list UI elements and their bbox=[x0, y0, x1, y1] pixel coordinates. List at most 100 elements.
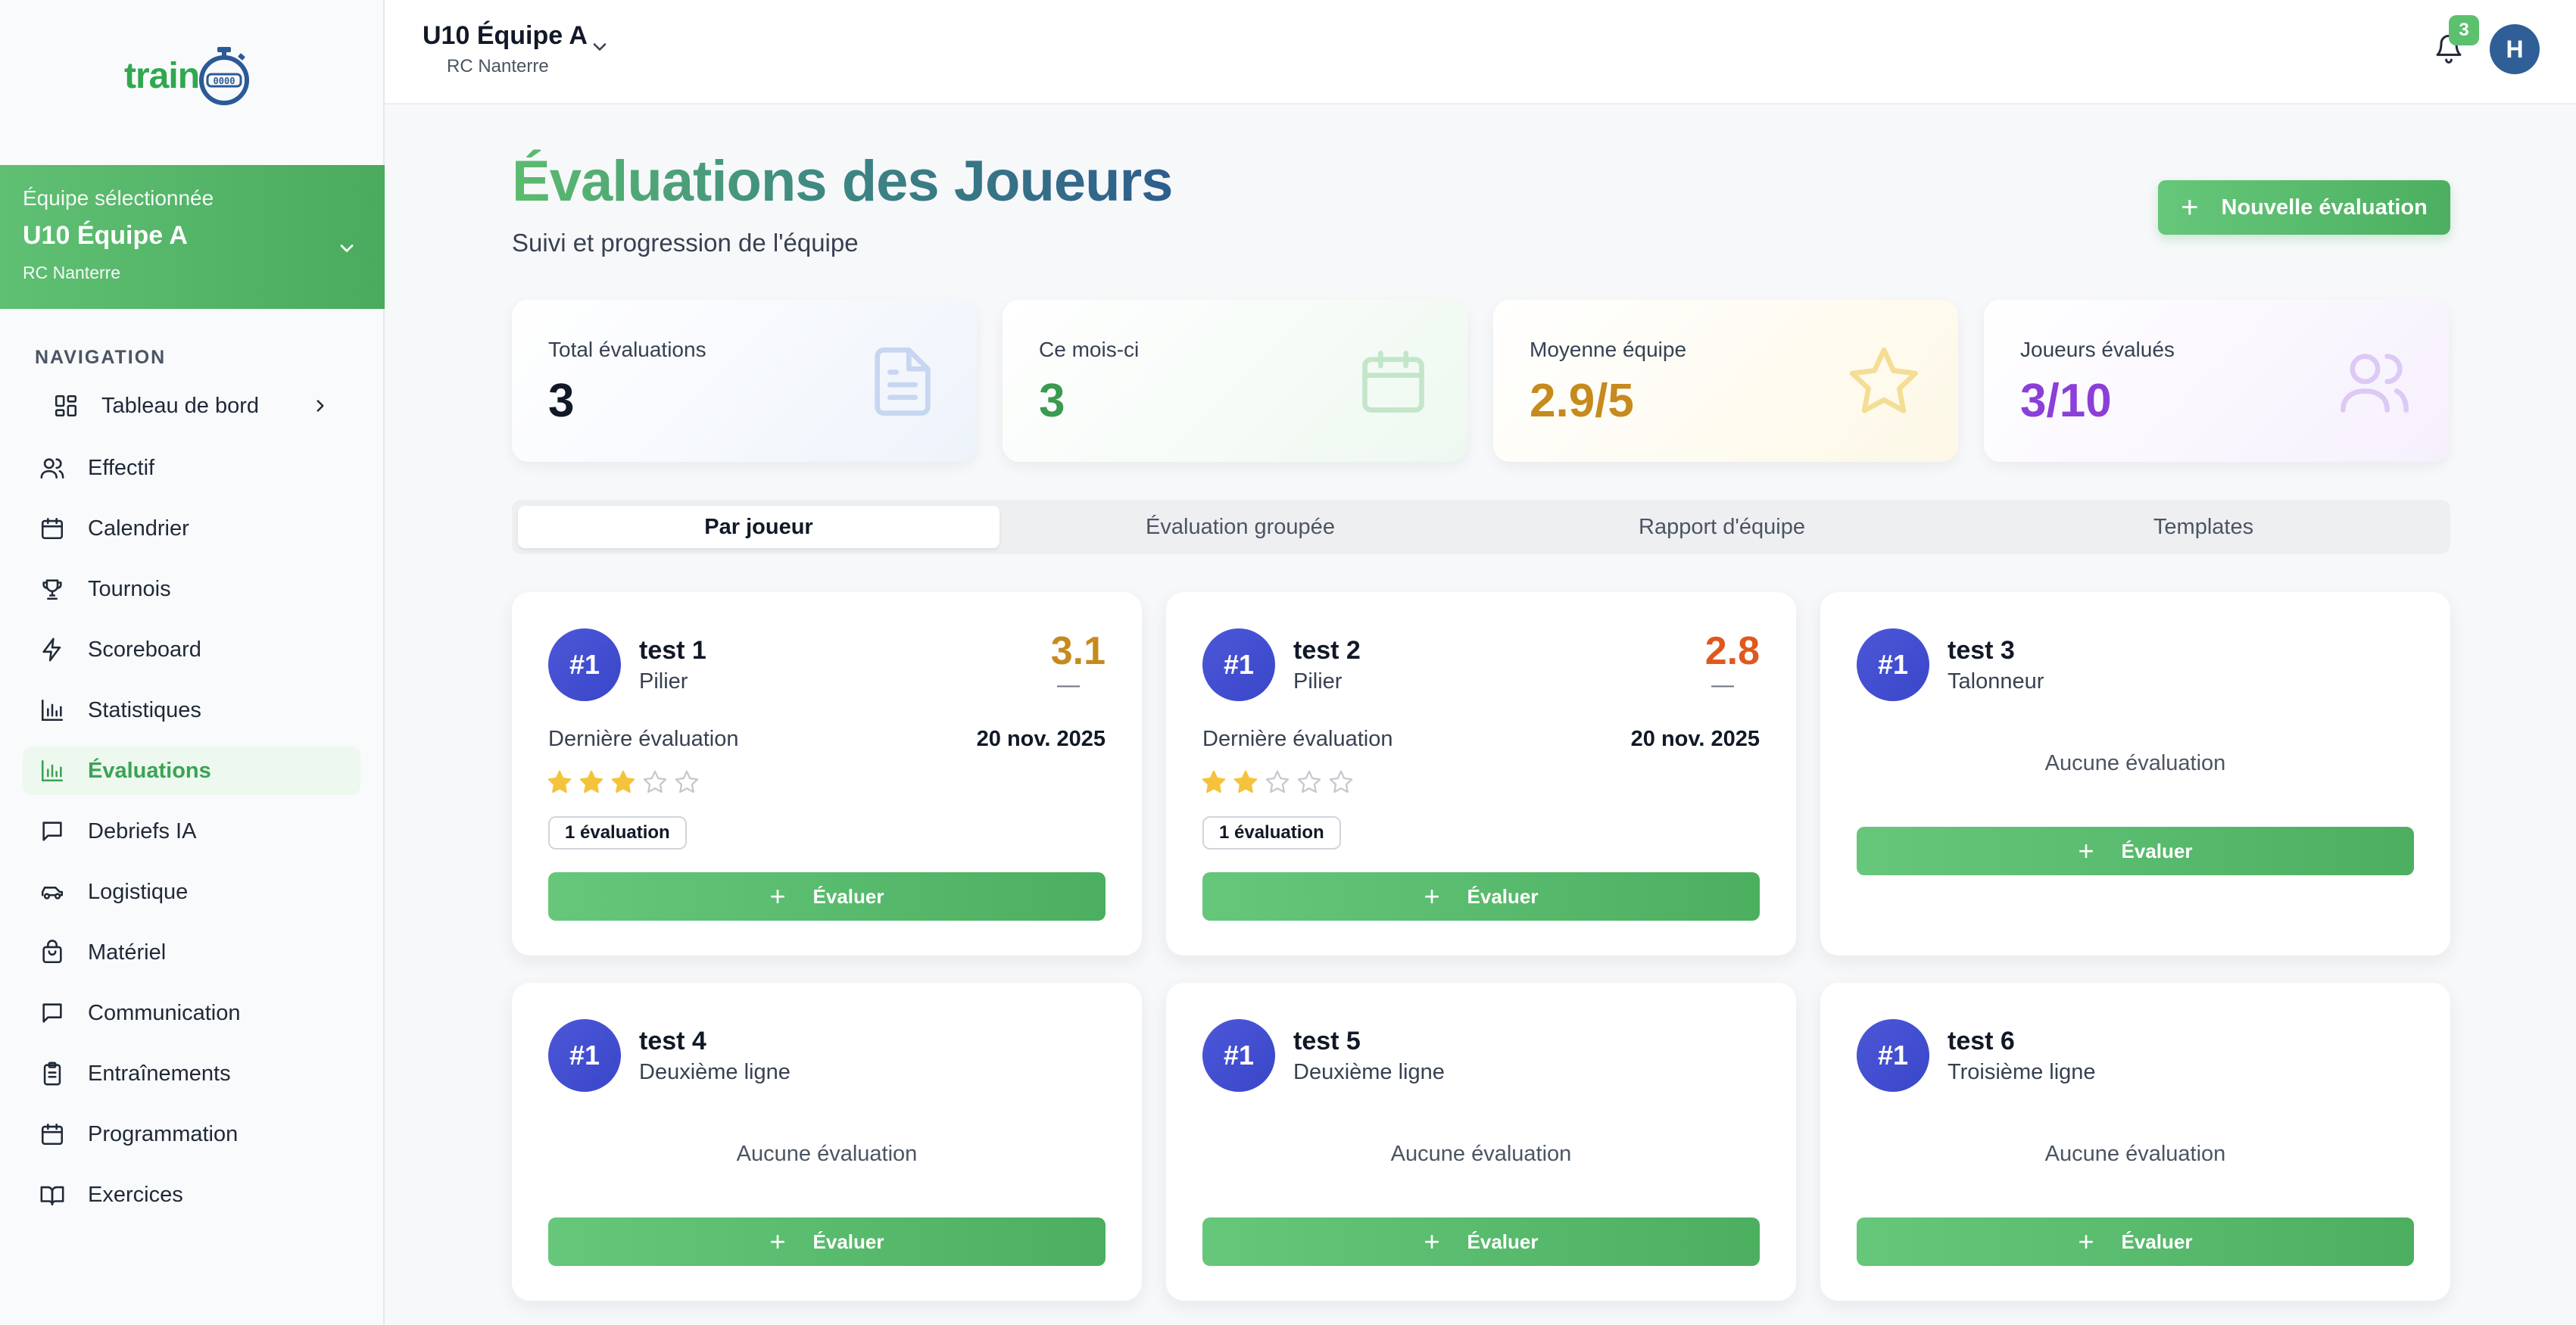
player-position: Troisième ligne bbox=[1948, 1060, 2096, 1084]
rank-badge: #1 bbox=[1202, 1019, 1275, 1092]
plus-icon: + bbox=[769, 881, 786, 912]
plus-icon: + bbox=[1424, 881, 1440, 912]
evaluate-button-label: Évaluer bbox=[1467, 1230, 1539, 1253]
sidebar-item-programmation[interactable]: Programmation bbox=[23, 1110, 360, 1158]
stopwatch-logo-icon: 0000 bbox=[199, 47, 250, 105]
sidebar-item-statistiques[interactable]: Statistiques bbox=[23, 686, 360, 734]
player-position: Deuxième ligne bbox=[1293, 1060, 1445, 1084]
tab-rapport-equipe[interactable]: Rapport d'équipe bbox=[1639, 514, 1805, 539]
sidebar-item-logistique[interactable]: Logistique bbox=[23, 868, 360, 916]
player-position: Talonneur bbox=[1948, 669, 2044, 694]
sidebar-item-label: Statistiques bbox=[88, 697, 201, 722]
stat-card-month: Ce mois-ci 3 bbox=[1003, 300, 1467, 462]
evaluation-count-badge: 1 évaluation bbox=[1202, 816, 1341, 850]
lightning-icon bbox=[42, 638, 61, 662]
last-evaluation-label: Dernière évaluation bbox=[548, 727, 739, 751]
tab-templates[interactable]: Templates bbox=[2153, 514, 2254, 539]
book-icon bbox=[40, 1186, 64, 1206]
sidebar-item-label: Évaluations bbox=[88, 758, 211, 783]
sidebar-item-label: Effectif bbox=[88, 455, 155, 480]
sidebar-item-effectif[interactable]: Effectif bbox=[23, 444, 360, 492]
player-name: test 5 bbox=[1293, 1027, 1361, 1055]
evaluate-button[interactable]: + Évaluer bbox=[548, 1217, 1106, 1266]
plus-icon: + bbox=[2078, 1226, 2094, 1257]
team-selector-club: RC Nanterre bbox=[23, 263, 121, 282]
stat-value: 2.9/5 bbox=[1530, 375, 1634, 427]
sidebar-item-entrainements[interactable]: Entraînements bbox=[23, 1049, 360, 1098]
rating-stars bbox=[1201, 769, 1354, 795]
evaluate-button[interactable]: + Évaluer bbox=[548, 872, 1106, 921]
page-subtitle: Suivi et progression de l'équipe bbox=[512, 229, 859, 257]
sidebar-item-exercices[interactable]: Exercices bbox=[23, 1171, 360, 1219]
sidebar-item-tournois[interactable]: Tournois bbox=[23, 565, 360, 613]
star-empty-icon bbox=[675, 770, 699, 793]
no-evaluation-text: Aucune évaluation bbox=[2044, 1142, 2226, 1166]
plus-icon: + bbox=[1424, 1226, 1440, 1257]
sidebar-item-label: Scoreboard bbox=[88, 637, 201, 662]
users-icon bbox=[40, 458, 64, 479]
car-icon bbox=[41, 887, 64, 899]
app-logo[interactable]: train 0000 bbox=[124, 44, 252, 108]
score-trend: — bbox=[1711, 672, 1734, 697]
player-card: #1 test 1 Pilier 3.1 — Dernière évaluati… bbox=[512, 592, 1142, 956]
evaluation-tabs: Par joueur Évaluation groupée Rapport d'… bbox=[512, 500, 2450, 554]
chevron-right-icon bbox=[317, 400, 324, 412]
calendar-icon bbox=[1362, 351, 1424, 413]
evaluate-button[interactable]: + Évaluer bbox=[1202, 1217, 1760, 1266]
sidebar-item-tableau-de-bord[interactable]: Tableau de bord bbox=[23, 382, 360, 430]
stat-card-average: Moyenne équipe 2.9/5 bbox=[1493, 300, 1958, 462]
evaluate-button[interactable]: + Évaluer bbox=[1857, 1217, 2414, 1266]
bar-chart-icon bbox=[41, 759, 64, 782]
star-empty-icon bbox=[643, 770, 667, 793]
score-trend: — bbox=[1057, 672, 1080, 697]
user-avatar[interactable]: H bbox=[2490, 24, 2540, 74]
no-evaluation-text: Aucune évaluation bbox=[1390, 1142, 1572, 1166]
sidebar-item-label: Tournois bbox=[88, 576, 171, 601]
team-selector[interactable]: Équipe sélectionnée U10 Équipe A RC Nant… bbox=[0, 165, 385, 309]
trophy-icon bbox=[42, 579, 62, 600]
star-empty-icon bbox=[1265, 770, 1290, 793]
sidebar-item-label: Matériel bbox=[88, 940, 167, 965]
rank-badge: #1 bbox=[548, 628, 621, 701]
new-evaluation-label: Nouvelle évaluation bbox=[2221, 195, 2428, 220]
rank-badge: #1 bbox=[548, 1019, 621, 1092]
sidebar-item-calendrier[interactable]: Calendrier bbox=[23, 504, 360, 553]
tab-evaluation-groupee[interactable]: Évaluation groupée bbox=[1146, 514, 1335, 539]
notification-badge: 3 bbox=[2449, 15, 2479, 45]
topbar-team-name: U10 Équipe A bbox=[423, 21, 588, 50]
tab-par-joueur[interactable]: Par joueur bbox=[518, 506, 1000, 548]
rank-badge: #1 bbox=[1202, 628, 1275, 701]
sidebar-item-communication[interactable]: Communication bbox=[23, 989, 360, 1037]
sidebar-item-scoreboard[interactable]: Scoreboard bbox=[23, 625, 360, 674]
stat-value: 3 bbox=[548, 375, 575, 427]
no-evaluation-text: Aucune évaluation bbox=[2044, 751, 2226, 775]
evaluate-button[interactable]: + Évaluer bbox=[1202, 872, 1760, 921]
star-empty-icon bbox=[1329, 770, 1353, 793]
nav-section-title: NAVIGATION bbox=[35, 347, 167, 368]
player-name: test 1 bbox=[639, 636, 706, 665]
stat-label: Joueurs évalués bbox=[2020, 338, 2175, 361]
star-filled-icon bbox=[547, 770, 572, 793]
message-icon bbox=[42, 822, 62, 841]
sidebar-item-label: Calendrier bbox=[88, 516, 189, 541]
evaluate-button-label: Évaluer bbox=[2121, 839, 2193, 862]
new-evaluation-button[interactable]: + Nouvelle évaluation bbox=[2158, 180, 2450, 235]
player-score: 3.1 bbox=[1050, 629, 1106, 673]
evaluation-count-badge: 1 évaluation bbox=[548, 816, 687, 850]
star-filled-icon bbox=[1202, 770, 1226, 793]
bell-icon[interactable] bbox=[2434, 33, 2464, 64]
sidebar-item-debriefs-ia[interactable]: Debriefs IA bbox=[23, 807, 360, 856]
player-card: #1 test 6 Troisième ligne Aucune évaluat… bbox=[1820, 983, 2450, 1301]
sidebar-item-materiel[interactable]: Matériel bbox=[23, 928, 360, 977]
calendar-icon bbox=[41, 517, 64, 540]
player-card: #1 test 3 Talonneur Aucune évaluation + … bbox=[1820, 592, 2450, 956]
rank-badge: #1 bbox=[1857, 1019, 1929, 1092]
star-filled-icon bbox=[1233, 770, 1258, 793]
evaluate-button[interactable]: + Évaluer bbox=[1857, 827, 2414, 875]
player-position: Deuxième ligne bbox=[639, 1060, 791, 1084]
evaluate-button-label: Évaluer bbox=[812, 884, 884, 908]
sidebar-item-evaluations[interactable]: Évaluations bbox=[23, 747, 360, 795]
stat-value: 3/10 bbox=[2020, 375, 2112, 427]
page-title: Évaluations des Joueurs bbox=[512, 149, 1173, 214]
star-filled-icon bbox=[579, 770, 603, 793]
